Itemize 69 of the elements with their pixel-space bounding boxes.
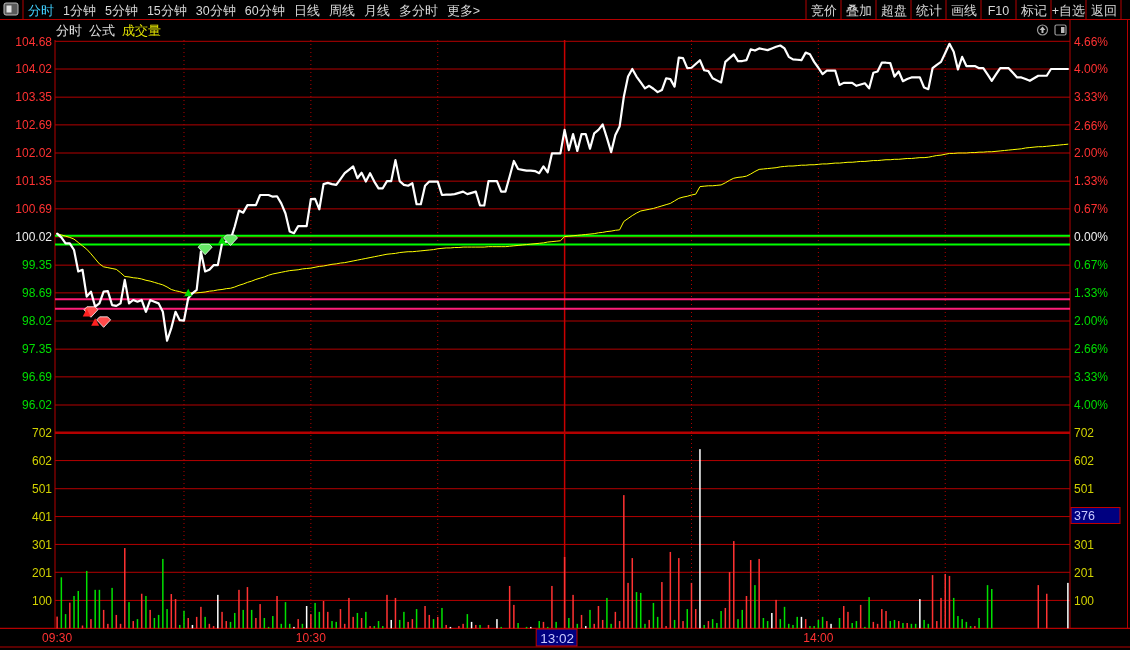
y-tick-label: 96.69 — [21, 370, 53, 385]
y-tick-label: 201 — [31, 565, 53, 580]
y2-tick-label: 1.33% — [1074, 286, 1109, 301]
text: 30分钟 — [195, 4, 236, 18]
y-tick-label: 96.02 — [21, 398, 53, 413]
y2-tick-label: 2.00% — [1074, 146, 1109, 161]
y-tick-label: 99.35 — [21, 258, 53, 273]
text: 竞价 — [810, 4, 837, 18]
text: 15分钟 — [146, 4, 187, 18]
y2-tick-label: 702 — [1074, 426, 1095, 440]
y2-tick-label: 0.67% — [1074, 258, 1109, 273]
y-tick-label: 100 — [31, 593, 53, 608]
text: +自选 — [1051, 4, 1086, 18]
x-tick-label: 10:30 — [295, 631, 327, 645]
text: 叠加 — [845, 4, 872, 18]
text: F10 — [987, 4, 1010, 18]
text: 更多> — [446, 4, 480, 18]
y-tick-label: 501 — [31, 482, 53, 497]
text: 13:02 — [540, 631, 574, 646]
text: 成交量 — [122, 23, 161, 38]
x-tick-label: 14:00 — [803, 631, 834, 645]
text: 统计 — [915, 4, 942, 18]
text: 月线 — [363, 4, 390, 18]
y2-tick-label: 2.00% — [1074, 314, 1109, 329]
y2-tick-label: 3.33% — [1074, 370, 1109, 385]
text: 60分钟 — [244, 4, 285, 18]
y-tick-label: 100.02 — [15, 230, 53, 245]
text: 周线 — [328, 4, 355, 18]
y2-tick-label: 2.66% — [1074, 118, 1109, 133]
text: 376 — [1074, 509, 1095, 523]
y2-tick-label: 4.66% — [1074, 34, 1109, 49]
text: 画线 — [950, 4, 977, 18]
text: 1分钟 — [63, 4, 96, 18]
text: 返回 — [1090, 4, 1117, 18]
text: 5分钟 — [104, 4, 138, 18]
y-tick-label: 97.35 — [21, 342, 53, 357]
text: 超盘 — [880, 4, 907, 18]
y-tick-label: 702 — [31, 426, 53, 440]
text: 多分时 — [398, 4, 438, 18]
y2-tick-label: 201 — [1074, 565, 1095, 580]
text: 分时 — [28, 4, 54, 18]
y-tick-label: 98.69 — [21, 286, 53, 301]
y-tick-label: 101.35 — [15, 174, 53, 189]
y2-tick-label: 0.00% — [1074, 230, 1109, 245]
y2-tick-label: 4.00% — [1074, 62, 1109, 77]
y2-tick-label: 100 — [1074, 593, 1095, 608]
y2-tick-label: 2.66% — [1074, 342, 1109, 357]
y-tick-label: 401 — [31, 509, 53, 524]
y-tick-label: 301 — [31, 537, 53, 552]
y2-tick-label: 0.67% — [1074, 202, 1109, 217]
y2-tick-label: 4.00% — [1074, 398, 1109, 413]
y-tick-label: 98.02 — [21, 314, 53, 329]
text: 日线 — [293, 4, 320, 18]
y-tick-label: 100.69 — [15, 202, 53, 217]
y-tick-label: 102.02 — [15, 146, 53, 161]
text: 标记 — [1019, 4, 1047, 18]
y-tick-label: 102.69 — [15, 118, 53, 133]
y-tick-label: 602 — [31, 453, 53, 468]
y2-tick-label: 1.33% — [1074, 174, 1109, 189]
x-tick-label: 09:30 — [42, 631, 73, 645]
y2-tick-label: 301 — [1074, 537, 1095, 552]
y2-tick-label: 501 — [1074, 482, 1095, 497]
y-tick-label: 103.35 — [15, 90, 53, 105]
chart-title: 分时 — [56, 23, 82, 38]
y-tick-label: 104.02 — [15, 62, 53, 77]
y2-tick-label: 3.33% — [1074, 90, 1109, 105]
chart-subtitle: 公式 — [89, 23, 115, 38]
y2-tick-label: 602 — [1074, 453, 1095, 468]
y-tick-label: 104.68 — [15, 34, 53, 49]
